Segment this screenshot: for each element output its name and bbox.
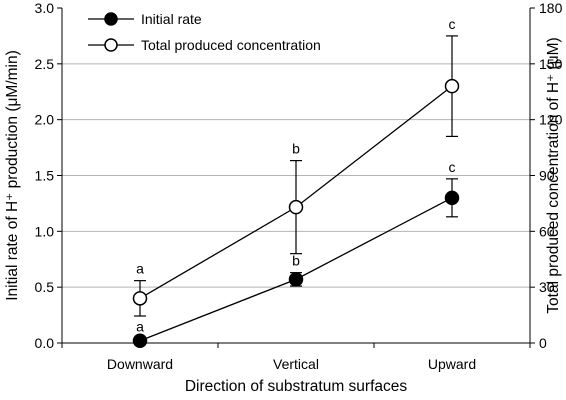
- legend-label: Initial rate: [141, 11, 202, 27]
- right-tick-label: 0: [539, 335, 547, 351]
- right-tick-label: 150: [539, 56, 563, 72]
- left-tick-label: 3.0: [35, 0, 55, 16]
- x-tick-label: Vertical: [273, 356, 319, 372]
- x-axis-title: Direction of substratum surfaces: [185, 378, 408, 395]
- right-tick-label: 90: [539, 168, 555, 184]
- data-point: [288, 199, 304, 215]
- data-point: [288, 272, 304, 287]
- data-point: [444, 78, 460, 94]
- significance-label: a: [136, 261, 144, 277]
- legend-marker: [104, 12, 118, 26]
- data-point: [132, 333, 148, 349]
- significance-label: b: [292, 253, 300, 269]
- legend-marker: [104, 38, 118, 52]
- data-point: [444, 190, 460, 206]
- left-tick-label: 1.0: [35, 223, 55, 239]
- right-tick-label: 60: [539, 223, 555, 239]
- series-initial-rate: a b c: [132, 159, 460, 349]
- series-total-concentration: a b c: [132, 16, 460, 317]
- left-tick-label: 0.5: [35, 279, 55, 295]
- legend: Initial rate Total produced concentration: [88, 11, 321, 53]
- left-y-axis-title: Initial rate of H⁺ production (μM/min): [4, 50, 21, 301]
- x-axis-ticks: Downward Vertical Upward: [61, 343, 531, 372]
- x-tick-label: Downward: [107, 356, 173, 372]
- right-tick-label: 120: [539, 112, 563, 128]
- left-tick-label: 2.5: [35, 56, 55, 72]
- significance-label: a: [136, 319, 144, 335]
- significance-label: c: [449, 16, 456, 32]
- left-axis-ticks: 0.0 0.5 1.0 1.5 2.0 2.5 3.0: [35, 0, 62, 351]
- right-tick-label: 30: [539, 279, 555, 295]
- left-tick-label: 1.5: [35, 168, 55, 184]
- series-layer: a b c a b c: [132, 16, 460, 349]
- x-tick-label: Upward: [428, 356, 476, 372]
- significance-label: c: [449, 159, 456, 175]
- significance-label: b: [292, 141, 300, 157]
- right-axis-ticks: 0 30 60 90 120 150 180: [530, 0, 563, 351]
- left-tick-label: 0.0: [35, 335, 55, 351]
- right-tick-label: 180: [539, 0, 563, 16]
- legend-label: Total produced concentration: [141, 37, 321, 53]
- data-point: [132, 291, 148, 306]
- right-y-axis-title: Total produced concentration of H⁺ (μM): [545, 37, 562, 313]
- left-tick-label: 2.0: [35, 112, 55, 128]
